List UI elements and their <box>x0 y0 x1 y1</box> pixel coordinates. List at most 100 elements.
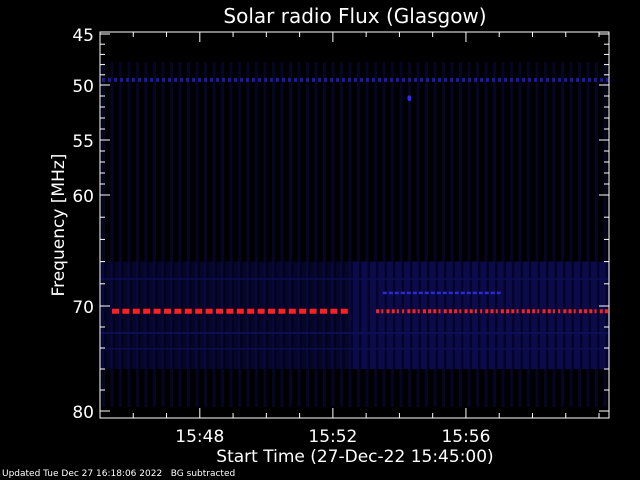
interference-dash <box>390 77 393 82</box>
x-tick-label: 15:56 <box>441 427 490 447</box>
sweep-stripe <box>255 62 258 407</box>
band-stripe <box>129 261 132 369</box>
sweep-stripe <box>195 62 199 407</box>
interference-dash <box>570 77 573 82</box>
sweep-stripe <box>603 62 607 407</box>
line-dash <box>424 291 429 295</box>
red-dash <box>511 309 515 314</box>
red-dash <box>469 309 473 314</box>
band-stripe <box>325 261 328 369</box>
interference-dash <box>384 77 387 82</box>
y-axis-label: Frequency [MHz] <box>49 154 69 297</box>
interference-dash <box>420 77 423 82</box>
sweep-stripe <box>391 62 394 407</box>
red-dash <box>558 309 561 314</box>
red-dash <box>500 309 504 314</box>
red-dash <box>396 309 399 314</box>
band-stripe <box>350 261 353 369</box>
sweep-stripe <box>493 62 496 407</box>
sweep-stripe <box>323 62 326 407</box>
red-dash <box>143 308 151 314</box>
red-dash <box>112 308 119 314</box>
red-dash <box>184 308 192 314</box>
sweep-stripe <box>416 62 420 407</box>
interference-dash <box>330 77 333 82</box>
red-dash <box>552 309 555 314</box>
band-stripe <box>418 261 421 369</box>
red-dash <box>417 309 420 314</box>
band-stripe <box>146 261 149 369</box>
red-dash <box>340 308 348 314</box>
band-stripe <box>529 261 532 369</box>
sweep-stripe <box>314 62 318 407</box>
band-stripe <box>503 261 506 369</box>
red-dash <box>299 308 307 314</box>
sweep-stripe <box>399 62 403 407</box>
red-dash <box>268 308 275 314</box>
interference-dash <box>300 77 303 82</box>
red-dash <box>257 308 265 314</box>
line-dash <box>484 291 489 295</box>
band-stripe <box>299 261 302 369</box>
interference-dash <box>582 77 585 82</box>
interference-dash <box>348 77 351 82</box>
red-dash <box>320 308 327 314</box>
red-dash <box>464 309 468 314</box>
interference-dash <box>270 77 273 82</box>
interference-dash <box>564 77 567 82</box>
sweep-stripe <box>357 62 360 407</box>
interference-dash <box>306 77 309 82</box>
sweep-stripe <box>459 62 462 407</box>
line-dash <box>394 291 399 295</box>
sweep-stripe <box>212 62 216 407</box>
interference-dash <box>414 77 417 82</box>
sweep-stripe <box>569 62 573 407</box>
band-stripe <box>580 261 583 369</box>
red-dash <box>448 309 452 314</box>
sweep-stripe <box>348 62 352 407</box>
red-dash <box>330 308 338 314</box>
interference-dash <box>222 77 225 82</box>
band-stripe <box>495 261 498 369</box>
red-dash <box>402 309 405 314</box>
y-tick-label: 60 <box>72 187 94 207</box>
sweep-stripe <box>374 62 377 407</box>
sweep-stripe <box>586 62 590 407</box>
sweep-stripe <box>297 62 301 407</box>
red-dash <box>195 308 203 314</box>
red-dash <box>573 309 576 314</box>
interference-dash <box>588 77 591 82</box>
band-stripe <box>376 261 379 369</box>
red-dash <box>454 309 458 314</box>
sweep-stripe <box>425 62 428 407</box>
interference-dash <box>504 77 507 82</box>
sweep-stripe <box>365 62 369 407</box>
interference-dash <box>102 77 105 82</box>
footer: Updated Tue Dec 27 16:18:06 2022 BG subt… <box>2 469 235 479</box>
sweep-stripe <box>127 62 131 407</box>
sweep-stripe <box>263 62 267 407</box>
band-stripe <box>333 261 336 369</box>
interference-dash <box>522 77 525 82</box>
band-stripe <box>308 261 311 369</box>
band-stripe <box>452 261 455 369</box>
red-dash <box>386 309 390 314</box>
red-dash <box>506 309 510 314</box>
interference-dash <box>246 77 249 82</box>
interference-dash <box>156 77 159 82</box>
interference-dash <box>600 77 603 82</box>
red-dash <box>521 309 525 314</box>
band-stripe <box>461 261 464 369</box>
red-dash <box>391 309 395 314</box>
chart-title: Solar radio Flux (Glasgow) <box>223 4 486 28</box>
interference-dash <box>438 77 441 82</box>
sweep-stripe <box>187 62 190 407</box>
red-dash <box>480 309 483 314</box>
sweep-stripe <box>552 62 556 407</box>
band-stripe <box>163 261 166 369</box>
band-stripe <box>367 261 370 369</box>
interference-dash <box>576 77 579 82</box>
red-dash <box>422 309 426 314</box>
plot-frame <box>99 31 610 419</box>
